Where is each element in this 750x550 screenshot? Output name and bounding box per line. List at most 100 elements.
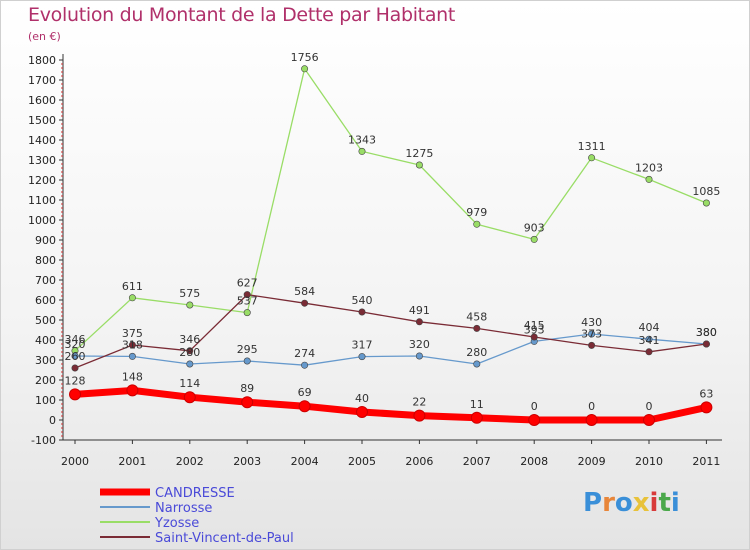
x-tick-label: 2005 <box>348 455 376 468</box>
data-label: 1085 <box>692 185 720 198</box>
data-label: 22 <box>412 396 426 409</box>
data-label: 89 <box>240 382 254 395</box>
data-label: 1343 <box>348 133 376 146</box>
data-point <box>588 154 596 162</box>
data-label: 0 <box>531 400 538 413</box>
x-tick-label: 2002 <box>176 455 204 468</box>
data-point <box>358 147 366 155</box>
data-point <box>588 341 596 349</box>
y-tick-label: 700 <box>35 274 56 287</box>
legend-label: Yzosse <box>154 516 199 531</box>
logo-letter: o <box>614 488 633 518</box>
data-label: 274 <box>294 347 315 360</box>
data-label: 380 <box>696 326 717 339</box>
data-label: 491 <box>409 304 430 317</box>
data-label: 1311 <box>578 140 606 153</box>
x-tick-label: 2006 <box>405 455 433 468</box>
data-point <box>71 364 79 372</box>
data-point <box>645 175 653 183</box>
data-label: 415 <box>524 319 545 332</box>
series-line-narrosse <box>74 333 708 366</box>
y-tick-label: 900 <box>35 234 56 247</box>
data-label: 375 <box>122 327 143 340</box>
data-label: 404 <box>639 321 660 334</box>
data-point <box>645 348 653 356</box>
data-label: 584 <box>294 285 315 298</box>
data-point <box>186 301 194 309</box>
data-point <box>415 352 423 360</box>
data-label: 346 <box>65 333 86 346</box>
logo-letter: P <box>583 488 603 518</box>
data-label: 148 <box>122 370 143 383</box>
y-tick-label: 1600 <box>28 94 56 107</box>
logo-letter: t <box>658 488 671 518</box>
x-tick-label: 2001 <box>118 455 146 468</box>
y-tick-label: 800 <box>35 254 56 267</box>
data-point <box>473 324 481 332</box>
series-line-yzosse <box>74 68 708 352</box>
data-point <box>301 361 309 369</box>
y-tick-label: 1300 <box>28 154 56 167</box>
data-label: 903 <box>524 221 545 234</box>
data-point <box>528 414 541 426</box>
series-line-saint-vincent-de-paul <box>74 293 708 369</box>
logo-letter: x <box>632 488 650 518</box>
data-point <box>585 414 598 426</box>
data-point <box>358 353 366 361</box>
data-label: 346 <box>179 333 200 346</box>
data-point <box>643 414 655 426</box>
data-label: 979 <box>466 206 487 219</box>
x-tick-label: 2000 <box>61 455 89 468</box>
data-point <box>128 341 136 349</box>
data-point <box>413 409 426 422</box>
data-label: 0 <box>588 400 595 413</box>
data-point <box>700 401 713 414</box>
data-label: 575 <box>179 287 200 300</box>
y-tick-label: 1100 <box>28 194 56 207</box>
chart-subtitle: (en €) <box>28 30 61 43</box>
data-label: 373 <box>581 327 602 340</box>
legend-label: Narrosse <box>155 501 212 516</box>
legend-label: Saint-Vincent-de-Paul <box>155 531 294 546</box>
x-tick-label: 2010 <box>635 455 663 468</box>
data-label: 40 <box>355 392 369 405</box>
data-point <box>530 333 538 341</box>
data-point <box>128 294 136 302</box>
x-tick-label: 2008 <box>520 455 548 468</box>
y-tick-label: 100 <box>35 394 56 407</box>
x-tick-label: 2009 <box>578 455 606 468</box>
y-tick-label: 1800 <box>28 54 56 67</box>
data-label: 1275 <box>405 147 433 160</box>
data-label: 318 <box>122 338 143 351</box>
data-point <box>241 396 254 409</box>
data-label: 320 <box>409 338 430 351</box>
data-point <box>702 340 710 348</box>
data-label: 627 <box>237 277 258 290</box>
data-point <box>470 411 483 424</box>
data-label: 280 <box>179 346 200 359</box>
data-label: 341 <box>639 334 660 347</box>
x-tick-label: 2007 <box>463 455 491 468</box>
y-tick-label: 200 <box>35 374 56 387</box>
data-point <box>530 235 538 243</box>
data-label: 320 <box>65 338 86 351</box>
data-point <box>186 347 194 355</box>
data-point <box>356 406 368 418</box>
data-label: 458 <box>466 310 487 323</box>
y-tick-label: 0 <box>49 414 56 427</box>
data-point <box>301 65 309 73</box>
y-tick-label: 1200 <box>28 174 56 187</box>
y-tick-label: 1000 <box>28 214 56 227</box>
data-label: 540 <box>352 294 373 307</box>
data-point <box>645 335 653 343</box>
data-point <box>588 330 596 338</box>
data-label: 430 <box>581 316 602 329</box>
data-point <box>71 352 79 360</box>
data-point <box>415 318 423 326</box>
data-label: 317 <box>352 339 373 352</box>
logo-letter: i <box>649 488 659 518</box>
data-point <box>186 360 194 368</box>
data-label: 380 <box>696 326 717 339</box>
data-point <box>702 199 710 207</box>
